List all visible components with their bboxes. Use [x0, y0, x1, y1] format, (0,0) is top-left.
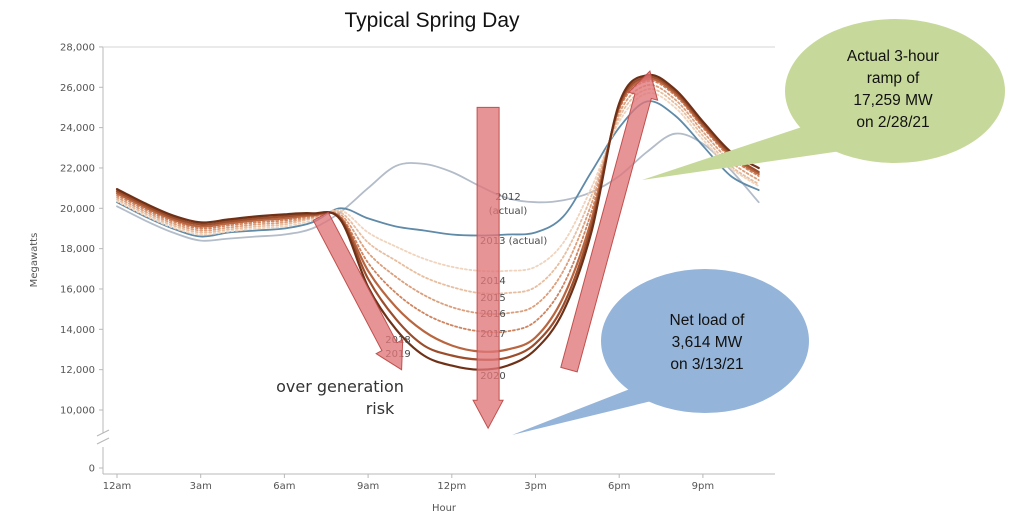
x-tick-label: 6am — [273, 481, 295, 492]
y-axis-label: Megawatts — [29, 233, 40, 288]
y-tick-label: 22,000 — [60, 163, 95, 174]
net-load-bubble — [601, 269, 809, 413]
x-tick-label: 3pm — [524, 481, 546, 492]
ramp-bubble-line: 17,259 MW — [853, 92, 933, 109]
ramp-bubble-tail — [642, 125, 848, 180]
ramp-bubble-line: on 2/28/21 — [856, 114, 929, 131]
x-tick-label: 9am — [357, 481, 379, 492]
net-load-bubble-line: 3,614 MW — [672, 334, 743, 351]
ramp-bubble-line: ramp of — [867, 70, 920, 87]
x-tick-label: 9pm — [692, 481, 714, 492]
x-axis-label: Hour — [432, 503, 457, 514]
y-tick-label: 18,000 — [60, 244, 95, 255]
series-label-2018: 2018 — [385, 335, 410, 346]
ramp-bubble-line: Actual 3-hour — [847, 48, 939, 65]
midday-down-arrow — [472, 106, 504, 430]
y-tick-label: 12,000 — [60, 365, 95, 376]
y-tick-label: 10,000 — [60, 406, 95, 417]
net-load-bubble-tail — [512, 385, 664, 435]
x-tick-label: 12pm — [437, 481, 466, 492]
y-tick-label: 14,000 — [60, 325, 95, 336]
y-tick-label: 24,000 — [60, 123, 95, 134]
y-tick-label: 20,000 — [60, 204, 95, 215]
ramp-bubble — [785, 19, 1005, 163]
y-tick-label: 16,000 — [60, 284, 95, 295]
series-label-2012: 2012 — [495, 192, 520, 203]
x-tick-label: 3am — [190, 481, 212, 492]
risk-text-line1: over generation — [276, 377, 404, 396]
net-load-bubble-line: Net load of — [670, 312, 746, 329]
morning-down-arrow — [312, 211, 404, 371]
x-tick-label: 12am — [103, 481, 132, 492]
axes: 0 10,000 12,000 14,000 16,000 18,000 20,000 22,… — [29, 42, 775, 514]
y-tick-label: 26,000 — [60, 83, 95, 94]
series-line-2012 — [116, 132, 760, 242]
series-label-2013actual: 2013 (actual) — [480, 236, 547, 247]
y-tick-label: 28,000 — [60, 42, 95, 53]
series-line-2014 — [116, 92, 760, 273]
series-label-actual: (actual) — [489, 206, 528, 217]
y-tick-label: 0 — [89, 464, 95, 475]
evening-up-arrow — [560, 70, 659, 373]
axis-break-mark — [96, 429, 110, 445]
annotations: over generation risk Actual 3-hour ramp of 1… — [276, 19, 1005, 435]
series-line-2013 — [116, 100, 760, 238]
x-tick-label: 6pm — [608, 481, 630, 492]
risk-text-line2: risk — [366, 399, 395, 418]
chart-title: Typical Spring Day — [344, 9, 520, 32]
net-load-bubble-line: on 3/13/21 — [670, 356, 743, 373]
ramp-arrows — [312, 70, 659, 430]
